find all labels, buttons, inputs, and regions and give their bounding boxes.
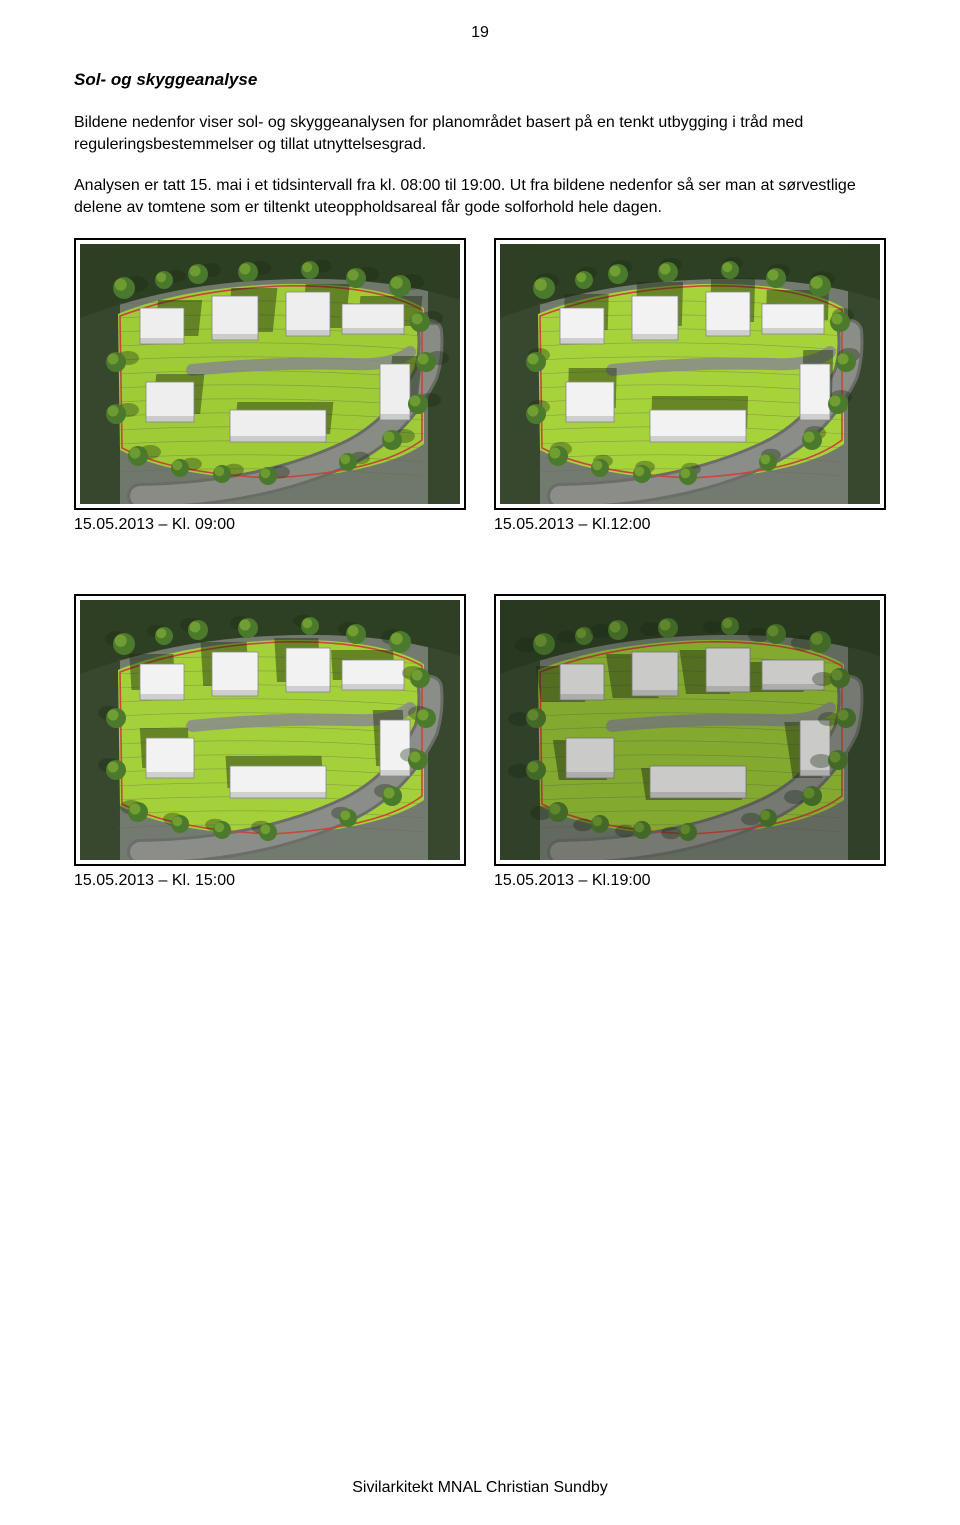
figure-caption: 15.05.2013 – Kl.19:00 <box>494 872 886 890</box>
figure-caption: 15.05.2013 – Kl. 15:00 <box>74 872 466 890</box>
page-number: 19 <box>74 24 886 42</box>
page-footer: Sivilarkitekt MNAL Christian Sundby <box>0 1479 960 1497</box>
paragraph-analysis: Analysen er tatt 15. mai i et tidsinterv… <box>74 175 886 218</box>
figure-frame <box>494 238 886 510</box>
section-heading: Sol- og skyggeanalyse <box>74 70 886 90</box>
site-plan-image <box>80 244 460 504</box>
figure-row-2: 15.05.2013 – Kl. 15:00 15.05.2013 – Kl.1… <box>74 594 886 890</box>
figure: 15.05.2013 – Kl. 09:00 <box>74 238 466 534</box>
figure: 15.05.2013 – Kl.19:00 <box>494 594 886 890</box>
figure: 15.05.2013 – Kl. 15:00 <box>74 594 466 890</box>
figure: 15.05.2013 – Kl.12:00 <box>494 238 886 534</box>
figure-row-1: 15.05.2013 – Kl. 09:00 15.05.2013 – Kl.1… <box>74 238 886 534</box>
figure-caption: 15.05.2013 – Kl. 09:00 <box>74 516 466 534</box>
figure-frame <box>74 238 466 510</box>
figure-frame <box>494 594 886 866</box>
paragraph-intro: Bildene nedenfor viser sol- og skyggeana… <box>74 112 886 155</box>
figure-caption: 15.05.2013 – Kl.12:00 <box>494 516 886 534</box>
site-plan-image <box>500 600 880 860</box>
site-plan-image <box>80 600 460 860</box>
site-plan-image <box>500 244 880 504</box>
figure-frame <box>74 594 466 866</box>
